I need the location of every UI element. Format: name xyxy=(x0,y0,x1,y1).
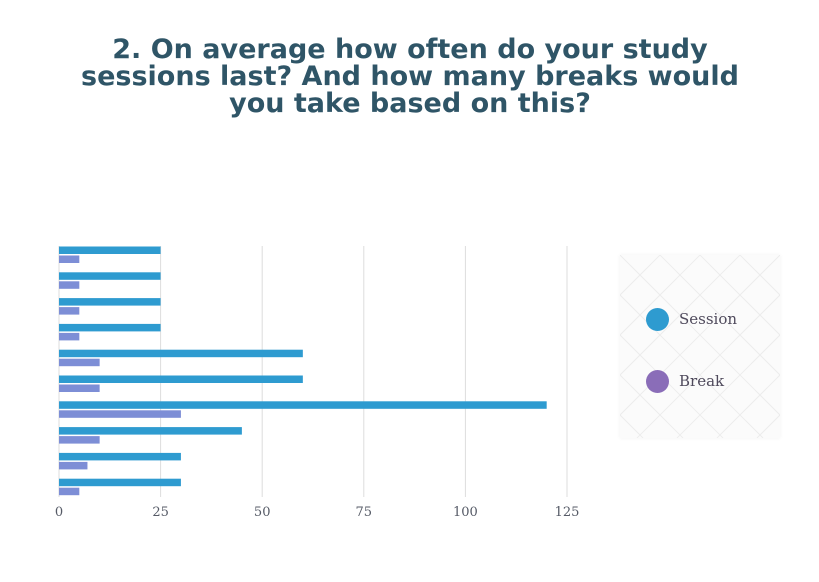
chart-title: 2. On average how often do your study se… xyxy=(81,34,739,119)
x-axis-ticks: 0 25 50 75 100 125 xyxy=(55,505,580,520)
legend-swatch-session xyxy=(646,307,669,331)
bar-break-9 xyxy=(59,461,88,470)
bar-break-5 xyxy=(59,358,100,367)
x-tick-label-50: 50 xyxy=(254,505,271,520)
bar-break-10 xyxy=(59,487,80,496)
legend-label-session: Session xyxy=(679,310,738,328)
x-tick-label-0: 0 xyxy=(55,505,63,520)
bars xyxy=(59,246,547,496)
x-tick-label-75: 75 xyxy=(356,505,373,520)
x-tick-label-100: 100 xyxy=(453,505,478,520)
bar-session-5 xyxy=(59,349,303,358)
bar-break-1 xyxy=(59,255,80,263)
bar-session-1 xyxy=(59,246,161,254)
bar-session-8 xyxy=(59,427,242,435)
bar-break-8 xyxy=(59,436,100,444)
bar-break-2 xyxy=(59,281,80,289)
legend-label-break: Break xyxy=(679,372,725,390)
bar-session-4 xyxy=(59,323,161,332)
x-tick-label-25: 25 xyxy=(152,505,169,520)
legend-item-break: Break xyxy=(646,369,724,393)
bar-session-3 xyxy=(59,298,161,306)
bar-session-6 xyxy=(59,375,303,383)
bar-session-10 xyxy=(59,478,181,487)
bar-break-4 xyxy=(59,332,80,341)
bar-session-2 xyxy=(59,272,161,280)
legend-item-session: Session xyxy=(646,307,737,331)
bar-break-7 xyxy=(59,410,181,418)
legend-background-pattern xyxy=(620,255,780,438)
bar-break-6 xyxy=(59,384,100,392)
legend: Session Break xyxy=(620,255,780,438)
legend-swatch-break xyxy=(646,369,669,393)
bar-session-9 xyxy=(59,452,181,461)
x-tick-label-125: 125 xyxy=(555,505,580,520)
bar-break-3 xyxy=(59,307,80,315)
bar-session-7 xyxy=(59,401,547,409)
